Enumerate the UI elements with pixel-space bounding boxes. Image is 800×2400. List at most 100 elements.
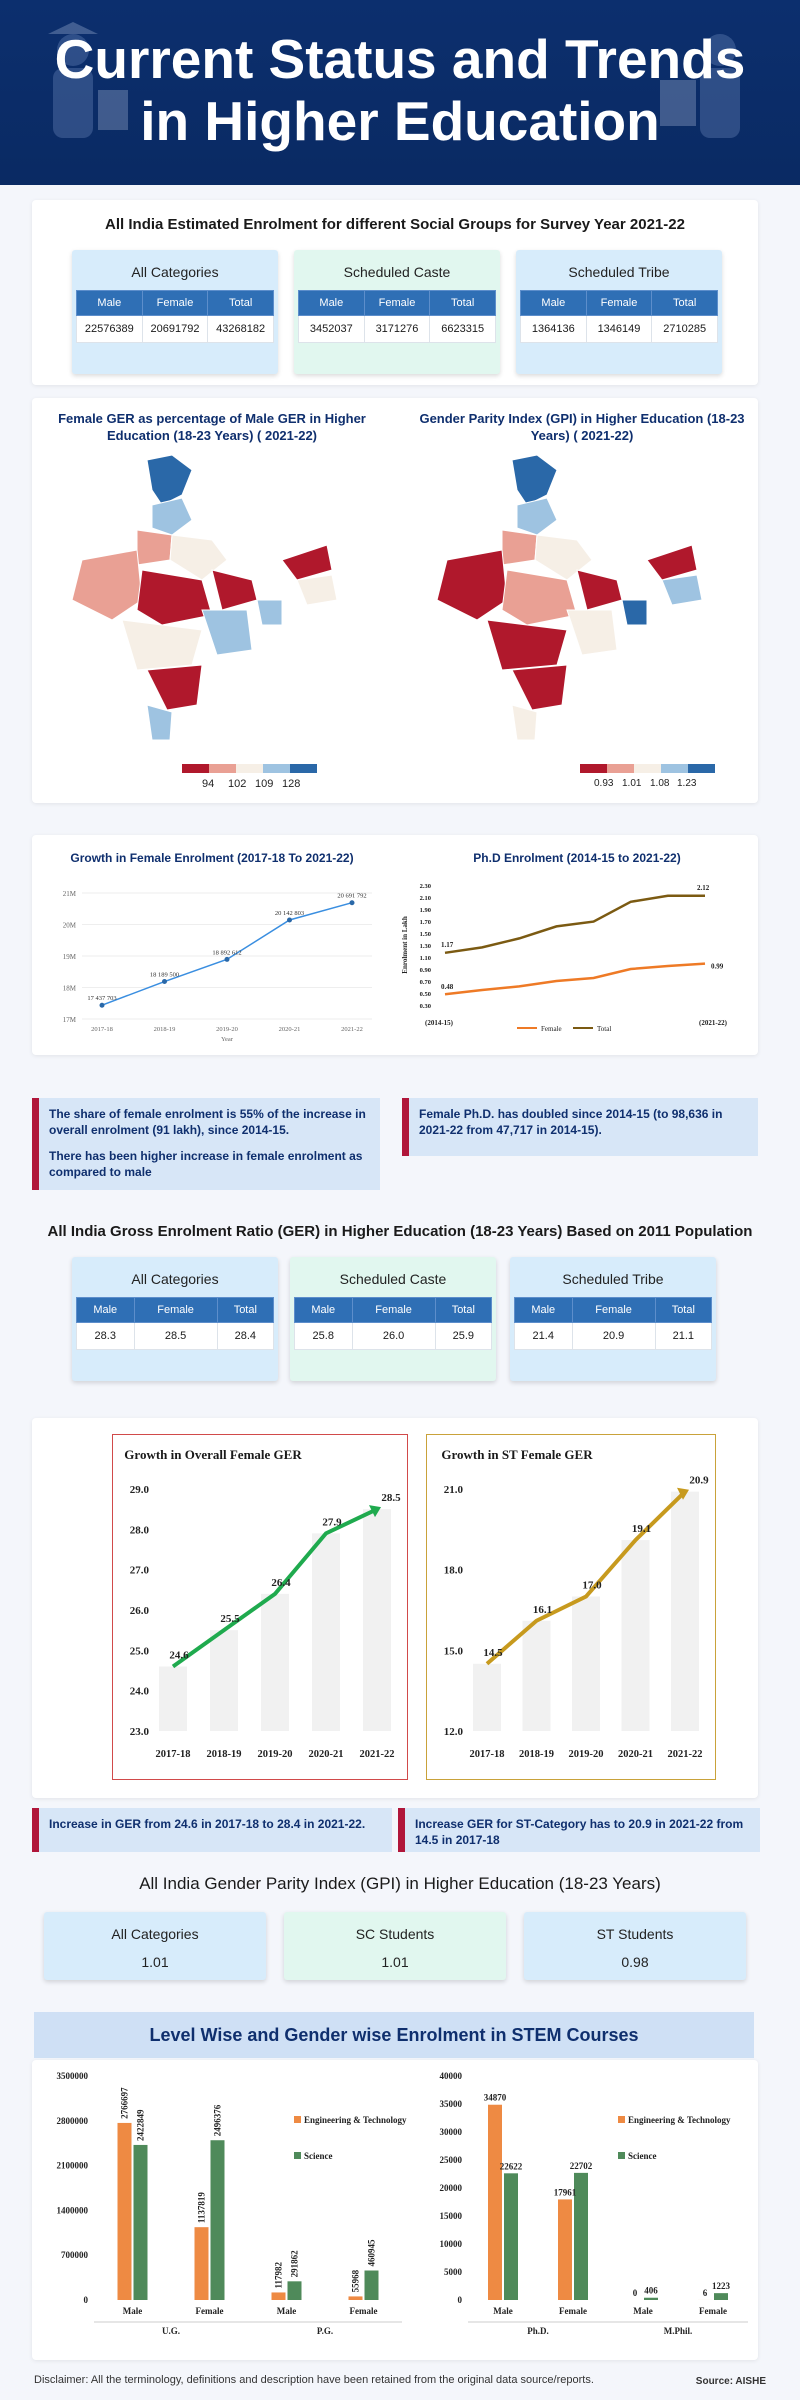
x-tick-label: 2021-22: [360, 1749, 395, 1760]
y-tick-label: 18M: [63, 985, 77, 993]
x-tick-label: 2017-18: [156, 1749, 191, 1760]
cell-total: 21.1: [654, 1322, 713, 1350]
background-bar: [621, 1540, 650, 1731]
x-tick-label: Female: [350, 2306, 378, 2316]
x-start-label: (2014-15): [425, 1019, 454, 1027]
background-bar: [159, 1666, 187, 1731]
y-tick-label: 1400000: [57, 2205, 89, 2215]
female-ger-frame: Growth in Overall Female GER 29.0 28.0 27.…: [112, 1434, 408, 1780]
group-title: Scheduled Tribe: [562, 1271, 664, 1287]
ger-charts-section: Growth in Overall Female GER 29.0 28.0 27.…: [32, 1418, 758, 1798]
arrow-head: [369, 1505, 381, 1518]
x-tick-label: 2017-18: [470, 1749, 505, 1760]
y-tick-label: 23.0: [130, 1726, 150, 1738]
stem-left-chart: 3500000 2800000 2100000 1400000 700000 0 27666…: [57, 2071, 408, 2336]
y-tick-label: 1.10: [420, 955, 431, 962]
background-bar: [210, 1630, 238, 1731]
y-tick-label: 0.70: [420, 979, 431, 986]
col-male: Male: [520, 290, 587, 316]
x-tick-label: Male: [633, 2306, 653, 2316]
data-label: 55968: [351, 2269, 361, 2292]
data-label: 20 142 803: [275, 910, 304, 917]
source-text: Source: AISHE: [695, 2376, 766, 2387]
ger-group-all: All Categories Male Female Total 28.3 28.5 2…: [72, 1257, 278, 1381]
legend-sci-label: Science: [304, 2151, 333, 2161]
y-tick-label: 3500000: [57, 2071, 89, 2081]
y-tick-label: 0: [84, 2295, 89, 2305]
y-tick-label: 1.50: [420, 931, 431, 938]
eng-bar: [271, 2292, 286, 2300]
y-tick-label: 20M: [63, 922, 77, 930]
legend-swatch: [688, 764, 715, 773]
legend-swatch: [290, 764, 317, 773]
cell-male: 3452037: [298, 315, 365, 343]
india-map-gpi: [436, 454, 703, 741]
enrolment-group-sc: Scheduled Caste Male Female Total 3452037 3…: [294, 250, 500, 374]
enrolment-group-st: Scheduled Tribe Male Female Total 1364136 1…: [516, 250, 722, 374]
cell-total: 6623315: [429, 315, 496, 343]
sci-bar: [504, 2173, 518, 2300]
gpi-section: All India Gender Parity Index (GPI) in H…: [0, 1862, 800, 2002]
cell-total: 28.4: [216, 1322, 275, 1350]
legend-swatch: [182, 764, 209, 773]
x-tick-label: Male: [277, 2306, 297, 2316]
data-label: 22702: [570, 2161, 593, 2171]
y-tick-label: 0: [458, 2295, 463, 2305]
background-bar: [473, 1663, 501, 1731]
legend-eng-label: Engineering & Technology: [304, 2115, 407, 2125]
students-illustration-icon: [660, 34, 740, 138]
data-label: 27.9: [322, 1516, 342, 1528]
x-tick-label: Female: [699, 2306, 727, 2316]
data-label: 22622: [500, 2161, 523, 2171]
data-label: 2.12: [697, 884, 710, 892]
col-female: Female: [571, 1297, 656, 1323]
y-tick-label: 28.0: [130, 1524, 150, 1536]
female-ger-title: Growth in Overall Female GER: [124, 1447, 302, 1462]
data-label: 291862: [290, 2250, 300, 2278]
gpi-box-all: All Categories 1.01: [44, 1912, 266, 1980]
sci-bar: [287, 2281, 302, 2300]
enrolment-table-st: Male Female Total 1364136 1346149 2710285: [520, 290, 718, 343]
y-tick-label: 17M: [63, 1016, 77, 1024]
ger-table-all: Male Female Total 28.3 28.5 28.4: [76, 1297, 275, 1350]
legend-eng-swatch: [618, 2116, 625, 2123]
y-tick-label: 35000: [440, 2099, 463, 2109]
data-label: 2496376: [213, 2104, 223, 2136]
legend-female-label: Female: [541, 1025, 562, 1033]
data-label: 460945: [367, 2239, 377, 2267]
legend-label: 1.01: [622, 778, 642, 789]
data-label: 2422849: [136, 2109, 146, 2141]
legend-label: 102: [228, 778, 247, 790]
col-female: Female: [133, 1297, 218, 1323]
cell-female: 26.0: [351, 1322, 436, 1350]
y-tick-label: 29.0: [130, 1484, 150, 1496]
x-tick-label: 2019-20: [569, 1749, 604, 1760]
sci-bar: [574, 2172, 588, 2300]
legend-eng-swatch: [294, 2116, 301, 2123]
x-tick-label: Female: [559, 2306, 587, 2316]
x-tick-label: 2020-21: [309, 1749, 344, 1760]
sci-bar: [644, 2297, 658, 2300]
background-bar: [312, 1533, 340, 1731]
cell-total: 25.9: [434, 1322, 493, 1350]
legend-label: 128: [282, 778, 301, 790]
y-tick-label: 24.0: [130, 1686, 150, 1698]
cell-male: 28.3: [76, 1322, 135, 1350]
ger-section: All India Gross Enrolment Ratio (GER) in…: [0, 1205, 800, 1395]
col-female: Female: [363, 290, 431, 316]
legend-total-label: Total: [597, 1025, 611, 1033]
legend-swatch: [580, 764, 607, 773]
group-title: Scheduled Tribe: [568, 264, 670, 280]
data-label: 18 189 500: [150, 972, 179, 979]
enrolment-section: All India Estimated Enrolment for differ…: [32, 200, 758, 385]
x-end-label: (2021-22): [699, 1019, 728, 1027]
cell-female: 1346149: [585, 315, 653, 343]
page-header: Current Status and Trends in Higher Educ…: [0, 0, 800, 185]
legend-eng-label: Engineering & Technology: [628, 2115, 731, 2125]
data-label: 406: [644, 2286, 658, 2296]
col-male: Male: [514, 1297, 573, 1323]
x-axis-label: Year: [221, 1036, 234, 1043]
y-tick-label: 700000: [61, 2250, 89, 2260]
x-tick-label: Male: [493, 2306, 513, 2316]
y-tick-label: 1.90: [420, 907, 431, 914]
